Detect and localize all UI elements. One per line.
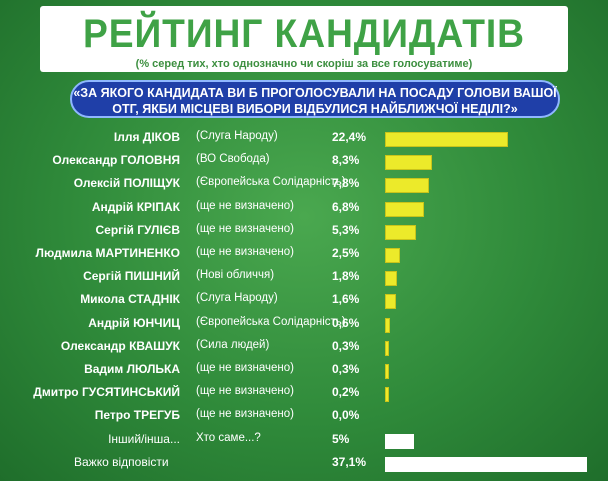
candidate-party: (ще не визначено) xyxy=(196,385,294,398)
chart-row: Микола СТАДНІК (Слуга Народу) 1,6% xyxy=(0,289,608,311)
candidate-party: (ще не визначено) xyxy=(196,246,294,258)
chart-row: Вадим ЛЮЛЬКА (ще не визначено) 0,3% xyxy=(0,359,608,381)
value-label: 5,3% xyxy=(332,222,360,237)
chart-bar xyxy=(385,132,508,147)
chart-row: Андрій КРІПАК (ще не визначено) 6,8% xyxy=(0,197,608,219)
chart-bar xyxy=(385,317,391,333)
survey-question: «ЗА ЯКОГО КАНДИДАТА ВИ Б ПРОГОЛОСУВАЛИ Н… xyxy=(70,80,560,118)
candidate-name: Сергій ПИШНИЙ xyxy=(83,269,180,284)
candidate-party: (ще не визначено) xyxy=(196,222,294,235)
page-subtitle: (% серед тих, хто однозначно чи скоріш з… xyxy=(135,58,473,70)
candidate-party: Хто саме...? xyxy=(196,431,261,444)
header-box: РЕЙТИНГ КАНДИДАТІВ (% серед тих, хто одн… xyxy=(40,6,568,72)
chart-row: Сергій ПИШНИЙ (Нові обличчя) 1,8% xyxy=(0,266,608,288)
value-label: 1,8% xyxy=(332,269,360,284)
candidate-name: Олександр ГОЛОВНЯ xyxy=(52,153,180,168)
value-label: 6,8% xyxy=(332,199,360,214)
value-label: 0,3% xyxy=(332,338,360,353)
candidate-name: Андрій ЮНЧИЦ xyxy=(88,315,180,330)
chart-row: Олександр ГОЛОВНЯ (ВО Свобода) 8,3% xyxy=(0,150,608,172)
page-title: РЕЙТИНГ КАНДИДАТІВ xyxy=(83,12,525,56)
candidate-party: (Слуга Народу) xyxy=(196,292,278,305)
candidate-party: (Слуга Народу) xyxy=(196,130,278,142)
candidate-name: Вадим ЛЮЛЬКА xyxy=(84,362,180,376)
candidate-name: Петро ТРЕГУБ xyxy=(94,408,180,423)
chart-row: Дмитро ГУСЯТИНСЬКИЙ (ще не визначено) 0,2% xyxy=(0,382,608,404)
chart-row: Інший/інша... Хто саме...? 5% xyxy=(0,429,608,451)
chart-row: Андрій ЮНЧИЦ (Європейська Солідарність) 0,… xyxy=(0,313,608,335)
candidate-name: Олексій ПОЛІЩУК xyxy=(73,176,180,191)
chart-bar xyxy=(385,433,414,449)
chart-bar xyxy=(385,178,430,194)
value-label: 8,3% xyxy=(332,153,360,168)
chart-bar xyxy=(385,456,587,472)
chart-bar xyxy=(385,294,396,310)
value-label: 37,1% xyxy=(332,454,367,469)
candidate-name: Сергій ГУЛІЄВ xyxy=(95,222,180,237)
candidate-name: Ілля ДІКОВ xyxy=(113,130,180,144)
candidate-name: Дмитро ГУСЯТИНСЬКИЙ xyxy=(33,385,180,400)
chart-bar xyxy=(385,201,424,217)
candidate-party: (ВО Свобода) xyxy=(196,153,270,166)
value-label: 1,6% xyxy=(332,292,360,307)
chart-row: Сергій ГУЛІЄВ (ще не визначено) 5,3% xyxy=(0,220,608,242)
candidate-name: Інший/інша... xyxy=(108,431,180,446)
chart-row: Важко відповісти 37,1% xyxy=(0,452,608,474)
candidate-party: (ще не визначено) xyxy=(196,199,294,212)
chart-row: Олександр КВАШУК (Сила людей) 0,3% xyxy=(0,336,608,358)
candidate-party: (Сила людей) xyxy=(196,338,270,351)
chart-row: Ілля ДІКОВ (Слуга Народу) 22,4% xyxy=(0,127,608,149)
chart-row: Людмила МАРТИНЕНКО (ще не визначено) 2,5% xyxy=(0,243,608,265)
chart-bar xyxy=(385,248,401,263)
candidate-name: Микола СТАДНІК xyxy=(80,292,180,307)
chart-row: Олексій ПОЛІЩУК (Європейська Солідарність… xyxy=(0,173,608,195)
candidate-name: Важко відповісти xyxy=(74,454,169,469)
candidate-party: (Європейська Солідарність) xyxy=(196,315,346,328)
chart-bar xyxy=(385,364,389,379)
candidate-party: (Європейська Солідарність) xyxy=(196,176,346,189)
value-label: 2,5% xyxy=(332,246,360,260)
chart-bar xyxy=(385,387,389,403)
value-label: 0,2% xyxy=(332,385,360,400)
chart-bar xyxy=(385,271,397,287)
chart-bar xyxy=(385,155,432,171)
chart-bar xyxy=(385,340,389,356)
candidate-party: (ще не визначено) xyxy=(196,408,294,421)
value-label: 22,4% xyxy=(332,130,367,144)
value-label: 7,8% xyxy=(332,176,360,191)
candidate-party: (Нові обличчя) xyxy=(196,269,275,282)
value-label: 0,6% xyxy=(332,315,360,330)
value-label: 0,3% xyxy=(332,362,360,376)
chart-row: Петро ТРЕГУБ (ще не визначено) 0,0% xyxy=(0,405,608,427)
candidate-party: (ще не визначено) xyxy=(196,362,294,374)
chart-bar xyxy=(385,224,416,240)
candidate-name: Андрій КРІПАК xyxy=(91,199,180,214)
value-label: 0,0% xyxy=(332,408,360,423)
candidate-name: Людмила МАРТИНЕНКО xyxy=(35,246,180,260)
candidate-name: Олександр КВАШУК xyxy=(60,338,180,353)
value-label: 5% xyxy=(332,431,350,446)
